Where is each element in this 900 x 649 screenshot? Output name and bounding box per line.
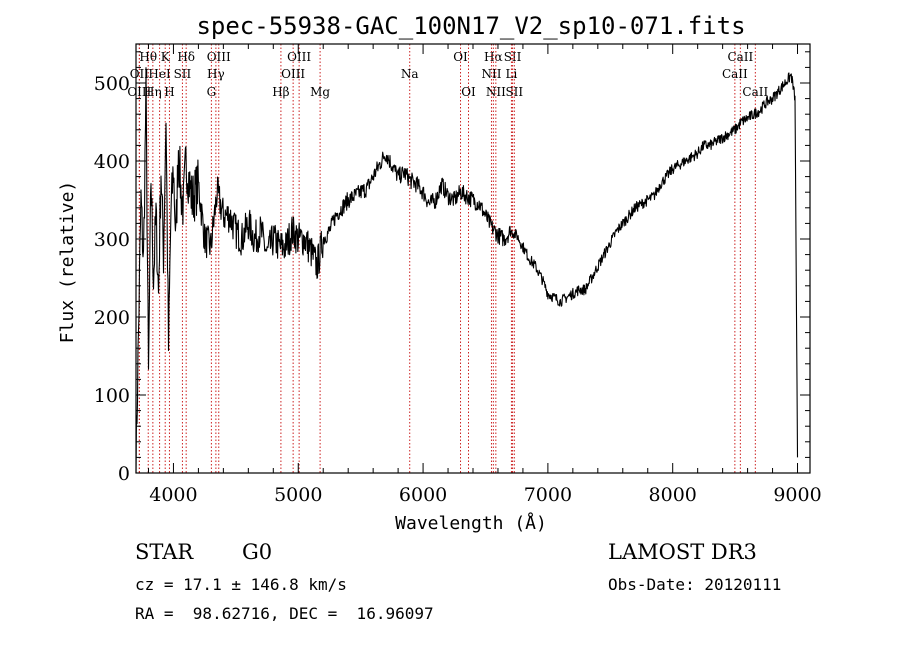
chart-title: spec-55938-GAC_100N17_V2_sp10-071.fits <box>196 12 745 40</box>
spectral-line-label: Hα <box>484 50 503 64</box>
plot-frame <box>135 43 811 474</box>
y-tick-label: 500 <box>94 73 130 95</box>
spectral-line-label: CaII <box>727 50 753 64</box>
y-tick-label: 300 <box>94 229 130 251</box>
spectral-line-label: OIII <box>207 50 231 64</box>
x-tick-label: 8000 <box>649 484 697 506</box>
spectral-line-label: NII <box>481 67 501 81</box>
y-tick-label: 0 <box>118 463 130 485</box>
x-tick-label: 6000 <box>399 484 447 506</box>
spectral-line-label: OIII <box>281 67 305 81</box>
y-tick-label: 400 <box>94 151 130 173</box>
y-tick-label: 200 <box>94 307 130 329</box>
spectral-line-label: OII <box>130 67 150 81</box>
spectral-line-label: Li <box>506 67 518 81</box>
spectral-line-label: OI <box>461 85 476 99</box>
x-tick-label: 9000 <box>773 484 821 506</box>
subclass: G0 <box>242 540 273 564</box>
spectral-line-label: Hγ <box>207 67 225 81</box>
object-class: STAR <box>135 540 194 564</box>
x-axis-label: Wavelength (Å) <box>395 512 547 534</box>
series-layer <box>135 67 799 474</box>
redshift-value: cz = 17.1 ± 146.8 km/s <box>135 575 347 594</box>
spectral-line-label: CaII <box>722 67 748 81</box>
spectral-line-label: HeI <box>148 67 171 81</box>
spectral-line-label: G <box>207 85 217 99</box>
x-tick-label: 5000 <box>274 484 322 506</box>
survey-name: LAMOST DR3 <box>608 540 757 564</box>
axis-ticks-layer: 4000 5000 6000 7000 8000 9000 0 100 200 300 400 500 <box>94 44 822 506</box>
spectral-line-label: Hη <box>144 85 162 99</box>
spectral-line-label: Hβ <box>272 85 289 99</box>
y-tick-label: 100 <box>94 385 130 407</box>
y-axis-label: Flux (relative) <box>57 181 78 344</box>
spectral-line-label: OIII <box>287 50 311 64</box>
spectral-line-label: Mg <box>310 85 330 99</box>
spectral-line-label: Hδ <box>177 50 195 64</box>
x-tick-label: 4000 <box>149 484 197 506</box>
spectral-line-label: Na <box>401 67 419 81</box>
x-tick-label: 7000 <box>524 484 572 506</box>
obs-date: Obs-Date: 20120111 <box>608 575 782 594</box>
spectral-line-label: Hθ <box>139 50 157 64</box>
coordinates: RA = 98.62716, DEC = 16.96097 <box>135 604 434 623</box>
spectral-line-label: NII <box>486 85 506 99</box>
spectral-line-label: SII <box>174 67 192 81</box>
spectral-line-label: SII <box>504 50 522 64</box>
spectral-line-label: K <box>161 50 171 64</box>
spectral-line-label: SII <box>505 85 523 99</box>
spectral-line-label: OI <box>453 50 468 64</box>
series-flux-line <box>135 67 799 474</box>
spectral-line-label: H <box>164 85 174 99</box>
spectral-line-label: CaII <box>742 85 768 99</box>
